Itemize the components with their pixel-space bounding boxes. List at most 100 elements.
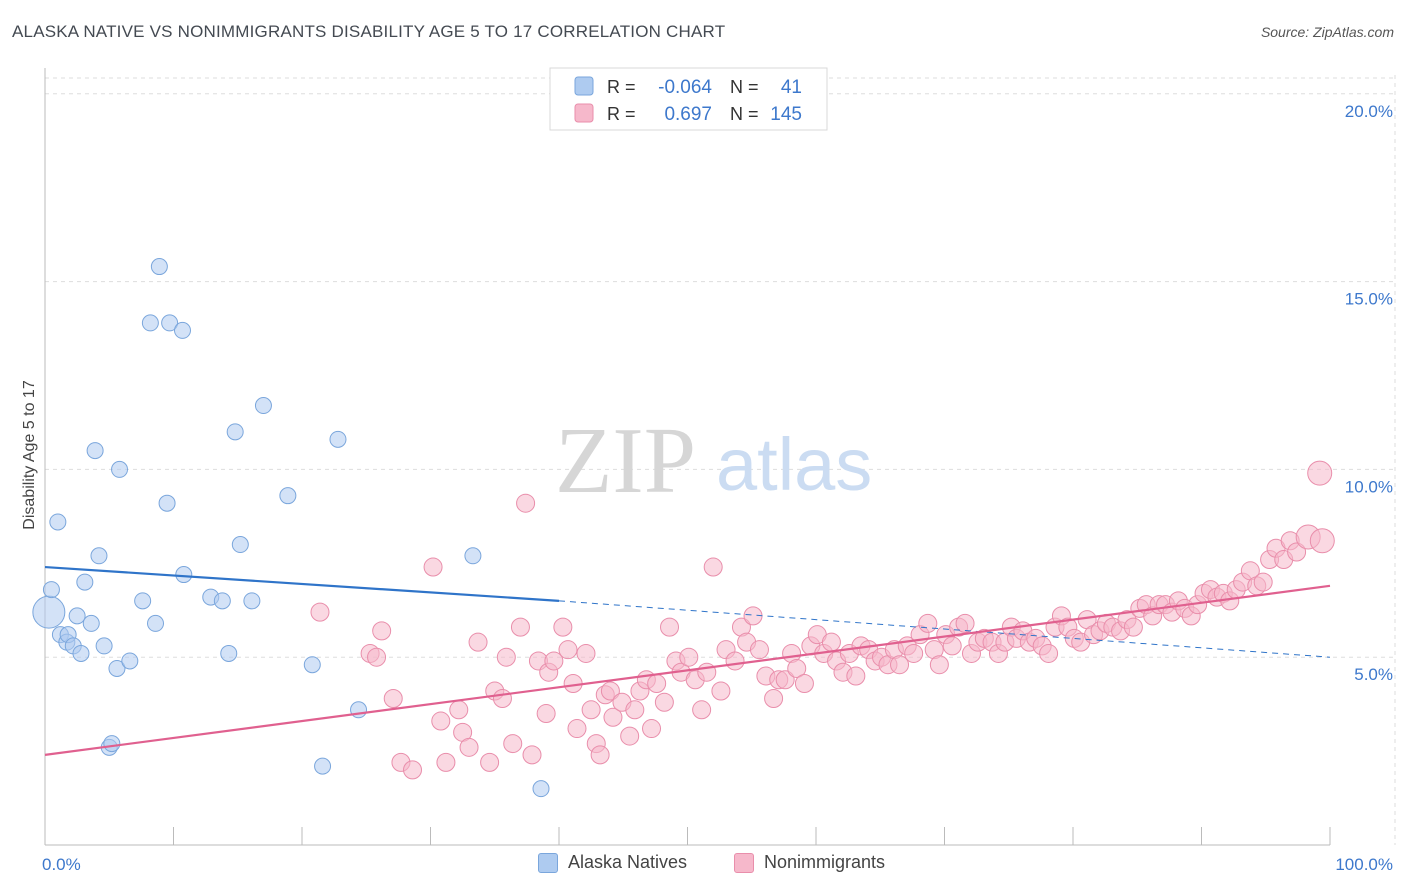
trend-line-alaska-natives bbox=[44, 565, 560, 602]
alaska-natives-point-34 bbox=[279, 487, 297, 505]
alaska-natives-point-21 bbox=[147, 614, 165, 632]
alaska-natives-point-11 bbox=[86, 442, 104, 460]
nonimmigrants-point-21 bbox=[522, 745, 542, 765]
legend-swatch-pink bbox=[734, 852, 754, 873]
nonimmigrants-point-30 bbox=[576, 643, 596, 663]
stats-n-label-1: N = bbox=[730, 77, 759, 97]
nonimmigrants-point-117 bbox=[1123, 617, 1143, 637]
nonimmigrants-point-13 bbox=[468, 632, 488, 652]
alaska-natives-point-1 bbox=[42, 581, 60, 599]
legend-item-alaska-natives[interactable]: Alaska Natives bbox=[538, 852, 687, 873]
alaska-natives-point-7 bbox=[68, 607, 86, 625]
alaska-natives-point-26 bbox=[175, 566, 193, 584]
stats-r-value-1: -0.064 bbox=[658, 77, 712, 98]
alaska-natives-point-23 bbox=[158, 494, 176, 512]
series-alaska-natives-points bbox=[32, 258, 550, 798]
nonimmigrants-point-83 bbox=[904, 643, 924, 663]
alaska-natives-point-15 bbox=[103, 735, 121, 753]
nonimmigrants-point-0 bbox=[310, 602, 330, 622]
stats-legend-box: R = -0.064 N = 41 R = 0.697 N = 145 bbox=[549, 67, 828, 131]
alaska-natives-point-24 bbox=[161, 314, 179, 332]
nonimmigrants-point-66 bbox=[794, 673, 814, 693]
nonimmigrants-point-25 bbox=[544, 651, 564, 671]
source-label: Source: ZipAtlas.com bbox=[1260, 24, 1394, 40]
nonimmigrants-point-39 bbox=[625, 700, 645, 720]
nonimmigrants-point-17 bbox=[496, 647, 516, 667]
nonimmigrants-point-31 bbox=[581, 700, 601, 720]
nonimmigrants-point-59 bbox=[749, 640, 769, 660]
legend-item-nonimmigrants[interactable]: Nonimmigrants bbox=[734, 852, 885, 873]
nonimmigrants-point-91 bbox=[955, 613, 975, 633]
nonimmigrants-point-33 bbox=[590, 745, 610, 765]
legend-label-alaska-natives: Alaska Natives bbox=[568, 852, 688, 872]
stats-swatch-pink bbox=[574, 103, 594, 123]
nonimmigrants-point-50 bbox=[692, 700, 712, 720]
alaska-natives-point-29 bbox=[220, 644, 238, 662]
nonimmigrants-point-42 bbox=[642, 719, 662, 739]
nonimmigrants-point-16 bbox=[492, 689, 512, 709]
alaska-natives-point-36 bbox=[314, 757, 332, 775]
trend-line-alaska-natives-extension bbox=[558, 600, 1331, 658]
stats-r-label-1: R = bbox=[607, 77, 636, 97]
nonimmigrants-point-74 bbox=[846, 666, 866, 686]
alaska-natives-point-40 bbox=[532, 780, 550, 798]
alaska-natives-point-10 bbox=[82, 614, 100, 632]
alaska-natives-point-16 bbox=[108, 659, 126, 677]
nonimmigrants-point-65 bbox=[787, 658, 807, 678]
alaska-natives-point-19 bbox=[134, 592, 152, 610]
x-tick-label-0: 0.0% bbox=[42, 855, 81, 874]
nonimmigrants-point-36 bbox=[603, 707, 623, 727]
nonimmigrants-point-10 bbox=[449, 700, 469, 720]
alaska-natives-point-22 bbox=[150, 258, 168, 276]
nonimmigrants-point-8 bbox=[431, 711, 451, 731]
nonimmigrants-point-35 bbox=[600, 681, 620, 701]
watermark-zip: ZIP bbox=[555, 409, 696, 513]
watermark-atlas: atlas bbox=[716, 423, 872, 506]
nonimmigrants-point-18 bbox=[503, 734, 523, 754]
stats-n-label-2: N = bbox=[730, 104, 759, 124]
nonimmigrants-point-23 bbox=[536, 704, 556, 724]
alaska-natives-point-0 bbox=[32, 595, 66, 629]
nonimmigrants-point-12 bbox=[459, 737, 479, 757]
nonimmigrants-point-2 bbox=[367, 647, 387, 667]
y-tick-label-0: 5.0% bbox=[1354, 665, 1393, 684]
nonimmigrants-point-43 bbox=[647, 673, 667, 693]
alaska-natives-point-28 bbox=[213, 592, 231, 610]
alaska-natives-point-32 bbox=[243, 592, 261, 610]
stats-r-label-2: R = bbox=[607, 104, 636, 124]
y-tick-label-3: 20.0% bbox=[1345, 102, 1393, 121]
nonimmigrants-point-89 bbox=[942, 636, 962, 656]
trend-line-nonimmigrants bbox=[44, 584, 1331, 756]
alaska-natives-point-18 bbox=[121, 652, 139, 670]
alaska-natives-point-30 bbox=[226, 423, 244, 441]
alaska-natives-point-33 bbox=[254, 397, 272, 415]
nonimmigrants-point-145 bbox=[1309, 528, 1335, 554]
stats-n-value-1: 41 bbox=[781, 77, 802, 98]
nonimmigrants-point-3 bbox=[372, 621, 392, 641]
nonimmigrants-point-19 bbox=[510, 617, 530, 637]
alaska-natives-point-31 bbox=[231, 536, 249, 554]
y-tick-label-1: 10.0% bbox=[1345, 477, 1393, 496]
trend-lines bbox=[44, 565, 1331, 756]
nonimmigrants-point-104 bbox=[1039, 643, 1059, 663]
nonimmigrants-point-137 bbox=[1253, 572, 1273, 592]
alaska-natives-point-9 bbox=[76, 573, 94, 591]
nonimmigrants-point-61 bbox=[764, 689, 784, 709]
nonimmigrants-point-4 bbox=[383, 689, 403, 709]
nonimmigrants-point-29 bbox=[567, 719, 587, 739]
alaska-natives-point-12 bbox=[90, 547, 108, 565]
legend-swatch-blue bbox=[538, 852, 558, 873]
stats-swatch-blue bbox=[574, 76, 594, 96]
chart-title: ALASKA NATIVE VS NONIMMIGRANTS DISABILIT… bbox=[12, 22, 726, 41]
nonimmigrants-point-45 bbox=[660, 617, 680, 637]
tick-labels: 5.0% 10.0% 15.0% 20.0% 0.0% 100.0% bbox=[42, 102, 1393, 874]
legend-label-nonimmigrants: Nonimmigrants bbox=[764, 852, 886, 872]
nonimmigrants-point-53 bbox=[711, 681, 731, 701]
nonimmigrants-point-20 bbox=[516, 493, 536, 513]
alaska-natives-point-17 bbox=[111, 460, 129, 478]
axes bbox=[44, 68, 1331, 846]
nonimmigrants-point-44 bbox=[654, 692, 674, 712]
stats-r-value-2: 0.697 bbox=[664, 104, 712, 125]
nonimmigrants-point-52 bbox=[703, 557, 723, 577]
